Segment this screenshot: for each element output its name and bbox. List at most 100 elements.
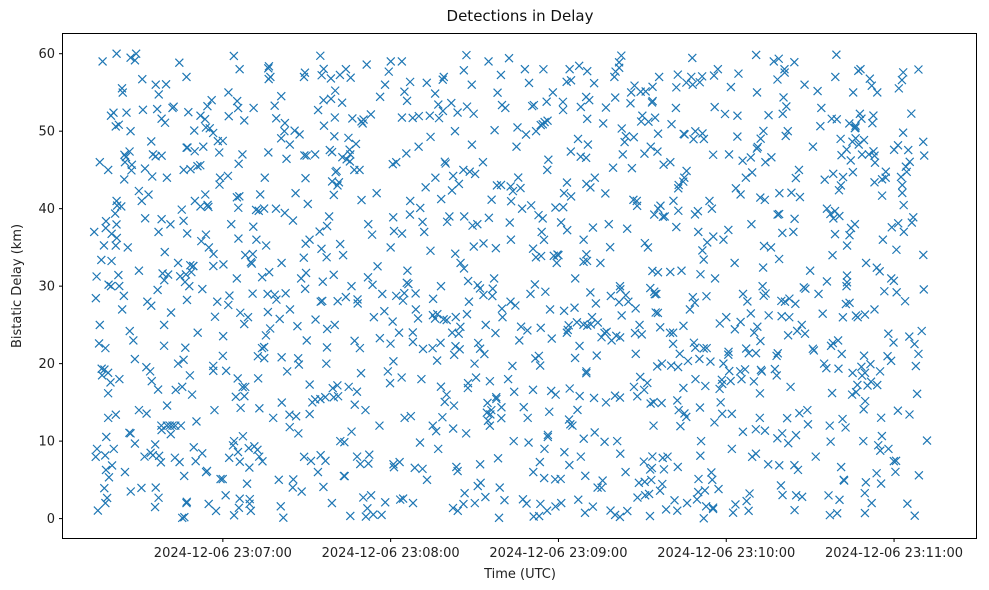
data-point — [446, 98, 456, 108]
data-point — [347, 427, 356, 437]
data-point — [872, 88, 882, 97]
data-point — [702, 291, 711, 301]
data-point — [158, 269, 168, 278]
data-point — [154, 227, 163, 237]
data-point — [282, 366, 292, 376]
data-point — [465, 167, 475, 177]
data-point — [285, 422, 295, 432]
data-point — [649, 421, 658, 431]
data-point — [251, 205, 261, 215]
data-point — [582, 256, 592, 266]
data-point — [467, 80, 477, 90]
data-point — [784, 294, 794, 304]
data-point — [196, 202, 205, 211]
data-point — [650, 289, 660, 299]
data-point — [96, 255, 106, 265]
data-point — [629, 132, 639, 142]
data-point — [487, 291, 497, 301]
y-tick-label: 0 — [47, 512, 55, 527]
data-point — [415, 438, 425, 447]
data-point — [522, 326, 532, 335]
data-point — [439, 314, 449, 324]
data-point — [657, 479, 667, 489]
data-point — [203, 101, 212, 111]
data-point — [226, 219, 236, 229]
data-point — [570, 303, 579, 313]
data-point — [705, 196, 714, 206]
data-point — [507, 361, 517, 371]
data-point — [179, 216, 188, 226]
data-point — [583, 140, 593, 149]
data-point — [176, 421, 186, 431]
data-point — [600, 189, 610, 198]
data-point — [759, 241, 769, 251]
data-point — [546, 386, 556, 396]
data-point — [177, 382, 187, 392]
data-point — [547, 334, 557, 343]
data-point — [884, 444, 893, 454]
data-point — [609, 72, 619, 82]
data-point — [160, 247, 170, 257]
data-point — [760, 157, 770, 167]
data-point — [867, 498, 877, 508]
data-point — [463, 383, 473, 393]
data-point — [197, 284, 207, 294]
data-point — [218, 331, 228, 341]
data-point — [700, 486, 710, 495]
data-point — [573, 495, 583, 505]
data-point — [581, 368, 591, 378]
data-point — [389, 462, 399, 472]
data-point — [850, 123, 860, 133]
data-point — [491, 243, 501, 253]
data-point — [783, 330, 793, 340]
data-point — [649, 397, 659, 407]
data-point — [290, 126, 300, 136]
data-point — [576, 452, 586, 462]
data-point — [636, 117, 646, 126]
data-point — [310, 395, 320, 404]
data-point — [506, 196, 516, 206]
data-point — [180, 277, 190, 287]
data-point — [497, 100, 507, 110]
data-point — [397, 373, 407, 382]
data-point — [276, 91, 286, 101]
data-point — [146, 301, 156, 311]
data-point — [814, 289, 823, 299]
data-point — [610, 93, 620, 103]
data-point — [185, 370, 195, 380]
data-point — [660, 211, 670, 221]
data-point — [291, 411, 301, 421]
data-point — [300, 284, 310, 294]
chart-title: Detections in Delay — [447, 7, 594, 25]
data-point — [870, 158, 880, 168]
data-point — [531, 252, 541, 262]
data-point — [488, 284, 498, 294]
data-point — [647, 266, 657, 276]
data-point — [280, 208, 290, 218]
data-point — [335, 239, 345, 249]
data-point — [313, 467, 323, 477]
data-point — [579, 320, 588, 330]
data-point — [302, 335, 312, 345]
data-point — [632, 201, 642, 211]
data-point — [648, 96, 658, 106]
data-point — [473, 481, 483, 491]
data-point — [238, 150, 247, 159]
data-point — [802, 405, 812, 415]
data-point — [799, 282, 809, 292]
data-point — [674, 180, 684, 190]
data-point — [210, 405, 219, 415]
data-point — [315, 227, 325, 236]
data-point — [142, 409, 152, 419]
data-point — [208, 361, 218, 371]
data-point — [469, 242, 479, 251]
data-point — [209, 249, 218, 259]
data-point — [433, 444, 443, 454]
data-point — [413, 314, 423, 323]
data-point — [189, 442, 199, 452]
data-point — [389, 459, 398, 469]
data-point — [528, 467, 538, 477]
data-point — [187, 390, 197, 400]
data-point — [218, 136, 228, 146]
data-point — [103, 388, 113, 398]
